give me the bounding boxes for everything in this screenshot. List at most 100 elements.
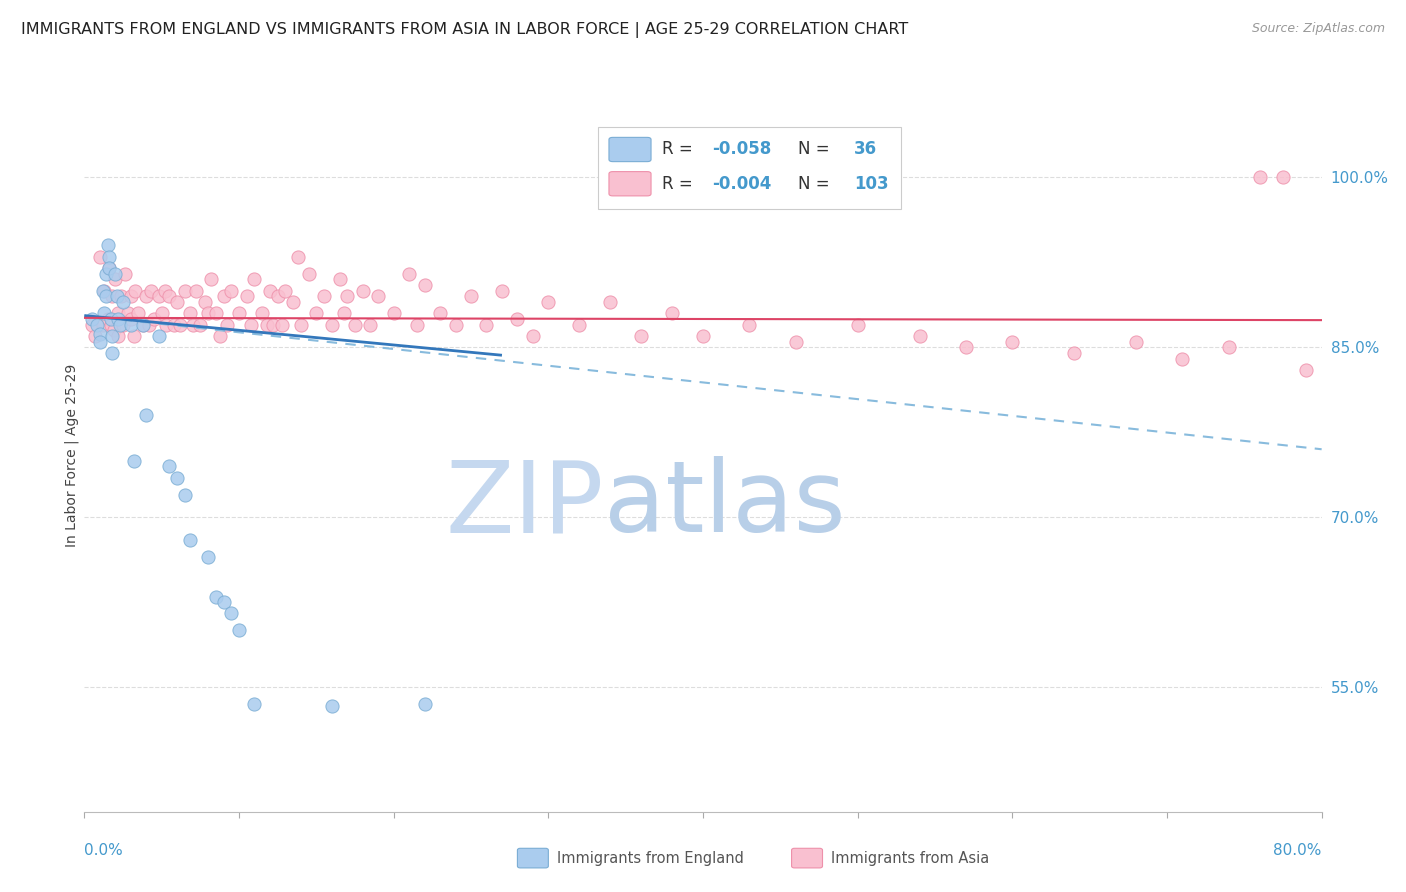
Point — [290, 318, 312, 332]
Point — [153, 284, 176, 298]
Point — [785, 334, 807, 349]
Point — [599, 295, 621, 310]
Point — [267, 289, 290, 303]
Point — [105, 289, 128, 303]
Point — [661, 306, 683, 320]
Point — [89, 326, 111, 341]
FancyBboxPatch shape — [609, 137, 651, 161]
Point — [298, 267, 321, 281]
Point — [179, 533, 201, 547]
Point — [98, 260, 121, 275]
Text: N =: N = — [799, 141, 835, 159]
Text: 36: 36 — [853, 141, 877, 159]
Point — [179, 306, 201, 320]
Point — [314, 289, 336, 303]
Point — [100, 312, 122, 326]
Point — [120, 318, 142, 332]
Point — [117, 306, 139, 320]
Text: Immigrants from Asia: Immigrants from Asia — [831, 851, 990, 865]
Point — [150, 306, 173, 320]
Text: IMMIGRANTS FROM ENGLAND VS IMMIGRANTS FROM ASIA IN LABOR FORCE | AGE 25-29 CORRE: IMMIGRANTS FROM ENGLAND VS IMMIGRANTS FR… — [21, 22, 908, 38]
Point — [174, 487, 197, 501]
Point — [120, 289, 142, 303]
Point — [228, 624, 250, 638]
Point — [329, 272, 352, 286]
Point — [352, 284, 374, 298]
Point — [491, 284, 513, 298]
Point — [243, 697, 266, 711]
Point — [132, 318, 155, 332]
Point — [188, 318, 212, 332]
Point — [103, 323, 125, 337]
Point — [107, 329, 129, 343]
Point — [82, 318, 104, 332]
Point — [205, 306, 228, 320]
Point — [738, 318, 761, 332]
Point — [163, 318, 186, 332]
Point — [271, 318, 294, 332]
Point — [107, 312, 129, 326]
Point — [256, 318, 278, 332]
Point — [200, 272, 222, 286]
Point — [101, 346, 124, 360]
Point — [112, 318, 135, 332]
Point — [321, 318, 343, 332]
Point — [1272, 170, 1295, 185]
Point — [194, 295, 217, 310]
Point — [221, 607, 243, 621]
Point — [240, 318, 263, 332]
Point — [104, 267, 127, 281]
Point — [89, 334, 111, 349]
Point — [1171, 351, 1194, 366]
Point — [1063, 346, 1085, 360]
Point — [236, 289, 259, 303]
Point — [91, 284, 114, 298]
Point — [262, 318, 284, 332]
Point — [215, 318, 238, 332]
Point — [104, 272, 127, 286]
Point — [89, 250, 111, 264]
Point — [108, 318, 131, 332]
Y-axis label: In Labor Force | Age 25-29: In Labor Force | Age 25-29 — [65, 363, 79, 547]
Point — [283, 295, 305, 310]
Point — [93, 284, 115, 298]
Point — [908, 329, 931, 343]
Text: 80.0%: 80.0% — [1274, 843, 1322, 858]
Point — [84, 329, 107, 343]
Point — [413, 697, 436, 711]
Text: R =: R = — [662, 175, 699, 193]
Point — [132, 318, 155, 332]
Point — [166, 295, 188, 310]
Point — [101, 329, 124, 343]
Point — [159, 459, 181, 474]
Point — [429, 306, 451, 320]
Point — [181, 318, 204, 332]
Text: Immigrants from England: Immigrants from England — [557, 851, 744, 865]
Point — [460, 289, 482, 303]
Point — [212, 289, 235, 303]
Point — [91, 318, 114, 332]
Text: atlas: atlas — [605, 457, 845, 553]
Point — [86, 318, 108, 332]
FancyBboxPatch shape — [598, 127, 901, 209]
Point — [122, 329, 145, 343]
Point — [1218, 340, 1240, 354]
Point — [159, 289, 181, 303]
Point — [955, 340, 977, 354]
Point — [82, 312, 104, 326]
Point — [692, 329, 714, 343]
Point — [128, 306, 150, 320]
Point — [243, 272, 266, 286]
Point — [112, 295, 135, 310]
Point — [135, 409, 157, 423]
Point — [333, 306, 356, 320]
Point — [100, 318, 122, 332]
Point — [97, 312, 120, 326]
Point — [120, 312, 142, 326]
Point — [114, 267, 136, 281]
Point — [360, 318, 382, 332]
Point — [94, 289, 117, 303]
Text: -0.058: -0.058 — [711, 141, 770, 159]
Point — [1249, 170, 1271, 185]
Point — [212, 595, 235, 609]
